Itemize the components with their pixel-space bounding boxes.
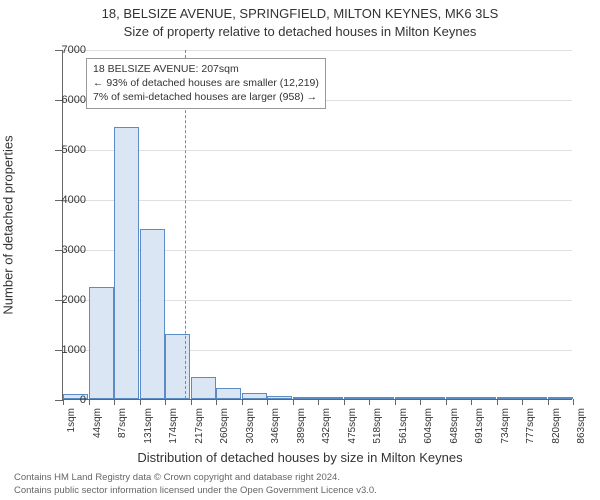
y-tick <box>55 400 63 401</box>
x-tick <box>114 399 115 405</box>
x-tick-label: 1sqm <box>66 408 77 432</box>
x-tick <box>191 399 192 405</box>
annotation-line-3: 7% of semi-detached houses are larger (9… <box>93 90 319 104</box>
x-tick <box>318 399 319 405</box>
footer-attribution: Contains HM Land Registry data © Crown c… <box>14 472 377 497</box>
x-tick-label: 604sqm <box>423 408 434 444</box>
y-tick-label: 6000 <box>62 94 86 106</box>
x-tick-label: 777sqm <box>525 408 536 444</box>
x-tick-label: 648sqm <box>449 408 460 444</box>
y-tick-label: 1000 <box>62 344 86 356</box>
x-tick <box>63 399 64 405</box>
x-tick-label: 734sqm <box>500 408 511 444</box>
x-tick <box>140 399 141 405</box>
x-tick-label: 389sqm <box>296 408 307 444</box>
annotation-line-1: 18 BELSIZE AVENUE: 207sqm <box>93 62 319 76</box>
annotation-line-2: ← 93% of detached houses are smaller (12… <box>93 76 319 90</box>
annotation-box: 18 BELSIZE AVENUE: 207sqm ← 93% of detac… <box>86 58 326 109</box>
y-tick-label: 4000 <box>62 194 86 206</box>
x-tick <box>471 399 472 405</box>
x-tick-label: 691sqm <box>474 408 485 444</box>
x-tick <box>573 399 574 405</box>
x-tick-label: 561sqm <box>398 408 409 444</box>
x-tick <box>293 399 294 405</box>
x-axis-label: Distribution of detached houses by size … <box>0 450 600 465</box>
x-tick-label: 217sqm <box>194 408 205 444</box>
x-tick-label: 44sqm <box>92 408 103 438</box>
x-tick-label: 260sqm <box>219 408 230 444</box>
y-tick-label: 5000 <box>62 144 86 156</box>
chart-title-main: 18, BELSIZE AVENUE, SPRINGFIELD, MILTON … <box>0 6 600 21</box>
x-tick-label: 303sqm <box>245 408 256 444</box>
footer-line-2: Contains public sector information licen… <box>14 485 377 497</box>
y-tick-label: 3000 <box>62 244 86 256</box>
x-tick <box>242 399 243 405</box>
x-tick-label: 131sqm <box>143 408 154 444</box>
y-axis-label: Number of detached properties <box>1 135 16 314</box>
x-tick-label: 432sqm <box>321 408 332 444</box>
x-tick-label: 87sqm <box>117 408 128 438</box>
x-tick-label: 174sqm <box>168 408 179 444</box>
y-tick-label: 2000 <box>62 294 86 306</box>
x-tick <box>165 399 166 405</box>
x-tick-label: 475sqm <box>347 408 358 444</box>
y-tick-label: 0 <box>80 394 86 406</box>
x-tick <box>395 399 396 405</box>
chart-title-sub: Size of property relative to detached ho… <box>0 24 600 39</box>
x-tick <box>369 399 370 405</box>
x-tick <box>216 399 217 405</box>
chart-container: 18, BELSIZE AVENUE, SPRINGFIELD, MILTON … <box>0 0 600 500</box>
x-tick-label: 863sqm <box>576 408 587 444</box>
x-tick-label: 518sqm <box>372 408 383 444</box>
x-tick <box>497 399 498 405</box>
footer-line-1: Contains HM Land Registry data © Crown c… <box>14 472 377 484</box>
x-tick <box>420 399 421 405</box>
x-tick-label: 820sqm <box>551 408 562 444</box>
x-tick <box>344 399 345 405</box>
x-tick <box>522 399 523 405</box>
x-tick <box>267 399 268 405</box>
x-tick <box>89 399 90 405</box>
x-tick-label: 346sqm <box>270 408 281 444</box>
x-tick <box>548 399 549 405</box>
x-tick <box>446 399 447 405</box>
y-tick-label: 7000 <box>62 44 86 56</box>
